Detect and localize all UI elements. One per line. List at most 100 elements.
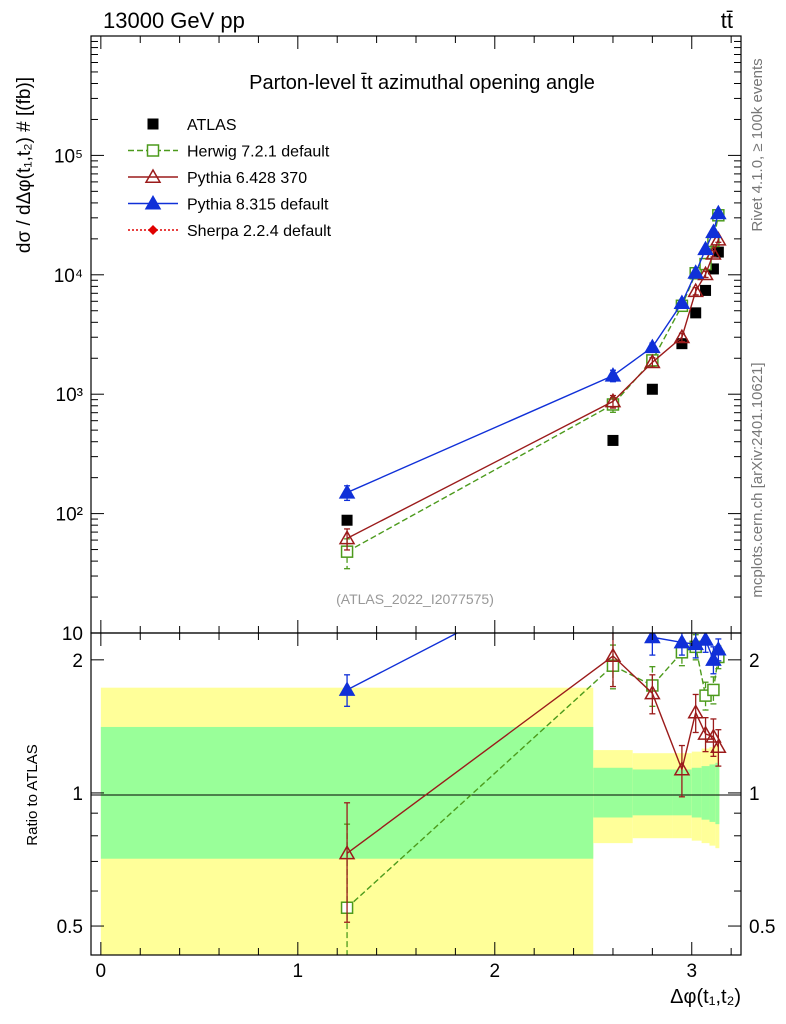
- pythia8-point: [673, 294, 691, 310]
- ratio-series-pythia8: [338, 545, 727, 707]
- pythia8-ratio-point: [338, 681, 356, 696]
- x-tick-label: 3: [686, 961, 697, 982]
- ratio-series-pythia6: [338, 633, 727, 923]
- herwig-line: [346, 215, 720, 553]
- pythia8-ratio-point: [705, 651, 722, 666]
- atlas-point: [607, 434, 619, 446]
- process-label: tt̄: [721, 8, 733, 33]
- rivet-label: Rivet 4.1.0, ≥ 100k events: [749, 58, 766, 231]
- legend-item-atlas: ATLAS: [147, 117, 237, 134]
- series-pythia8: [338, 204, 727, 502]
- ratio-inner-band: [593, 767, 633, 818]
- pythia8-ratio-line: [346, 633, 719, 691]
- main-y-tick-label: 10: [62, 624, 83, 645]
- pythia6-ratio-line: [346, 655, 719, 854]
- main-axis-ticks: 10 10² 10³ 10⁴ 10⁵: [54, 36, 741, 645]
- mcplots-label: mcplots.cern.ch [arXiv:2401.10621]: [749, 362, 766, 597]
- legend-marker: [146, 144, 160, 157]
- pythia8-point: [710, 204, 727, 220]
- x-axis-label: Δφ(t₁,t₂): [670, 986, 741, 1008]
- legend: ATLAS Herwig 7.2.1 default Pythia 6.428 37…: [128, 117, 332, 240]
- ratio-y-tick-label: 2: [72, 651, 83, 672]
- ratio-panel: 0.5 0.5 1 1 2 2 0 1 2 3 Ratio to ATLAS Δφ(t₁,t₂): [24, 545, 775, 1008]
- ratio-inner-band: [709, 764, 716, 822]
- main-y-axis-label: dσ / dΔφ(t₁,t₂) # [(fb)]: [14, 77, 35, 253]
- legend-label: Pythia 6.428 370: [187, 170, 307, 187]
- ratio-y-tick-label-right: 2: [749, 651, 760, 672]
- main-y-tick-label: 10³: [56, 385, 83, 406]
- pythia6-point: [710, 231, 727, 246]
- legend-label: Pythia 8.315 default: [187, 197, 329, 214]
- pythia8-point: [687, 264, 704, 279]
- atlas-point: [676, 338, 688, 350]
- main-y-tick-label: 10⁴: [54, 266, 83, 287]
- ratio-inner-band: [715, 762, 720, 825]
- legend-label: ATLAS: [187, 117, 237, 134]
- main-panel: Parton-level t̄t azimuthal opening angle…: [14, 35, 742, 645]
- series-atlas: [341, 246, 724, 526]
- pythia6-ratio-point: [673, 760, 691, 776]
- pythia8-point: [604, 367, 622, 382]
- atlas-point: [707, 263, 719, 275]
- watermark-label: (ATLAS_2022_I2077575): [336, 591, 494, 607]
- ratio-inner-band: [701, 766, 710, 820]
- atlas-point: [341, 514, 353, 526]
- x-tick-label: 1: [293, 961, 304, 982]
- main-y-tick-label: 10⁵: [54, 146, 83, 167]
- pythia6-ratio-point: [687, 704, 704, 719]
- pythia8-ratio-point: [697, 633, 714, 646]
- x-tick-label: 2: [489, 961, 500, 982]
- pythia6-ratio-point: [705, 728, 722, 743]
- legend-item-pythia8: Pythia 8.315 default: [128, 194, 329, 214]
- legend-item-sherpa: Sherpa 2.2.4 default: [128, 223, 332, 240]
- pythia6-point: [338, 529, 356, 545]
- ratio-frame: [90, 632, 742, 956]
- series-herwig: [340, 209, 725, 570]
- pythia8-ratio-point: [606, 545, 620, 557]
- ratio-y-tick-label-right: 1: [749, 784, 760, 805]
- ratio-y-axis-label: Ratio to ATLAS: [24, 744, 41, 845]
- atlas-point: [690, 307, 702, 319]
- pythia8-point: [705, 223, 722, 239]
- legend-label: Sherpa 2.2.4 default: [187, 223, 332, 240]
- pythia6-point: [673, 328, 691, 344]
- atlas-point: [646, 383, 658, 395]
- energy-label: 13000 GeV pp: [103, 8, 245, 33]
- pythia6-point: [604, 392, 622, 408]
- pythia6-ratio-point: [604, 647, 622, 663]
- legend-marker: [144, 194, 162, 210]
- atlas-point: [700, 284, 712, 296]
- legend-item-pythia6: Pythia 6.428 370: [128, 168, 307, 187]
- legend-marker: [144, 168, 162, 183]
- pythia8-ratio-point: [710, 641, 727, 656]
- pythia6-line: [346, 239, 720, 540]
- pythia6-ratio-point: [697, 725, 714, 740]
- pythia6-point: [644, 353, 661, 369]
- pythia6-point: [687, 282, 704, 298]
- legend-item-herwig: Herwig 7.2.1 default: [128, 144, 330, 161]
- pythia8-point: [697, 240, 714, 256]
- pythia6-ratio-point: [710, 738, 727, 754]
- legend-marker: [147, 118, 159, 130]
- pythia6-point: [697, 265, 714, 281]
- legend-label: Herwig 7.2.1 default: [187, 144, 330, 161]
- x-tick-label: 0: [96, 961, 107, 982]
- ratio-inner-band: [691, 767, 702, 818]
- legend-marker: [148, 225, 158, 235]
- atlas-point: [712, 246, 724, 258]
- herwig-ratio-point: [707, 683, 720, 697]
- pythia8-point: [644, 338, 661, 354]
- ratio-inner-band: [632, 769, 673, 816]
- ratio-axis-ticks: 0.5 0.5 1 1 2 2 0 1 2 3: [57, 633, 775, 982]
- ratio-bands: [100, 687, 720, 955]
- pythia6-ratio-point: [338, 844, 356, 860]
- ratio-y-tick-label: 1: [72, 784, 83, 805]
- main-y-tick-label: 10²: [56, 505, 83, 526]
- ratio-y-tick-label-right: 0.5: [749, 917, 775, 938]
- chart-title: Parton-level t̄t azimuthal opening angle: [249, 72, 595, 94]
- pythia8-point: [338, 484, 356, 499]
- main-series: [338, 204, 727, 570]
- pythia6-ratio-point: [644, 684, 661, 700]
- ratio-y-tick-label: 0.5: [57, 917, 83, 938]
